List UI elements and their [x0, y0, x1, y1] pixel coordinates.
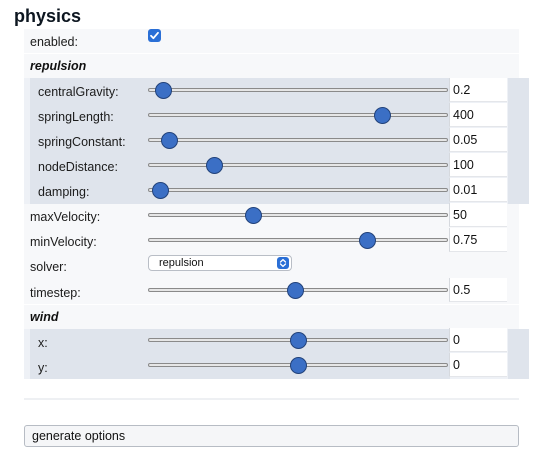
wind-y-value[interactable]: 0 [449, 353, 507, 377]
damping-slider-thumb[interactable] [151, 181, 169, 199]
spring-constant-slider[interactable] [148, 138, 448, 142]
generate-options-button[interactable]: generate options [24, 425, 519, 447]
wind-y-slider-thumb[interactable] [289, 356, 307, 374]
enabled-label: enabled: [30, 35, 78, 49]
node-distance-label: nodeDistance: [38, 160, 118, 174]
min-velocity-label: minVelocity: [30, 235, 97, 249]
repulsion-section-label: repulsion [30, 59, 87, 73]
spring-length-slider-thumb[interactable] [373, 106, 391, 124]
spring-constant-value[interactable]: 0.05 [449, 128, 507, 152]
central-gravity-slider-thumb[interactable] [154, 81, 172, 99]
max-velocity-label: maxVelocity: [30, 210, 101, 224]
spring-length-label: springLength: [38, 110, 114, 124]
max-velocity-slider[interactable] [148, 213, 448, 217]
spring-length-slider[interactable] [148, 113, 448, 117]
wind-header-bg [24, 305, 519, 329]
wind-section-label: wind [30, 310, 59, 324]
repulsion-group-right [508, 78, 529, 204]
min-velocity-slider-thumb[interactable] [358, 231, 376, 249]
node-distance-value[interactable]: 100 [449, 153, 507, 177]
timestep-slider-thumb[interactable] [286, 281, 304, 299]
solver-select-value: repulsion [159, 257, 204, 269]
node-distance-slider[interactable] [148, 163, 448, 167]
central-gravity-slider[interactable] [148, 88, 448, 92]
enabled-row-bg [24, 29, 519, 53]
wind-x-slider-thumb[interactable] [289, 331, 307, 349]
wind-y-label: y: [38, 361, 48, 375]
min-velocity-slider[interactable] [148, 238, 448, 242]
central-gravity-value[interactable]: 0.2 [449, 78, 507, 102]
damping-value[interactable]: 0.01 [449, 178, 507, 202]
wind-x-label: x: [38, 336, 48, 350]
repulsion-header-bg [24, 54, 519, 78]
timestep-value[interactable]: 0.5 [449, 278, 507, 302]
node-distance-slider-thumb[interactable] [205, 156, 223, 174]
divider [24, 398, 519, 400]
max-velocity-value[interactable]: 50 [449, 203, 507, 227]
spring-length-value[interactable]: 400 [449, 103, 507, 127]
wind-group-right [508, 329, 529, 379]
wind-x-value[interactable]: 0 [449, 328, 507, 352]
spring-constant-slider-thumb[interactable] [160, 131, 178, 149]
solver-select[interactable]: repulsion [148, 255, 292, 271]
damping-slider[interactable] [148, 188, 448, 192]
central-gravity-label: centralGravity: [38, 85, 119, 99]
enabled-checkbox[interactable] [148, 29, 161, 42]
spring-constant-label: springConstant: [38, 135, 126, 149]
select-arrows-icon [277, 257, 289, 269]
page-title: physics [14, 6, 82, 26]
max-velocity-slider-thumb[interactable] [244, 206, 262, 224]
checkmark-icon [150, 31, 159, 40]
damping-label: damping: [38, 185, 90, 199]
wind-group [30, 329, 450, 379]
timestep-label: timestep: [30, 286, 81, 300]
solver-label: solver: [30, 260, 67, 274]
min-velocity-value[interactable]: 0.75 [449, 228, 507, 252]
general-group-bg [24, 204, 519, 304]
